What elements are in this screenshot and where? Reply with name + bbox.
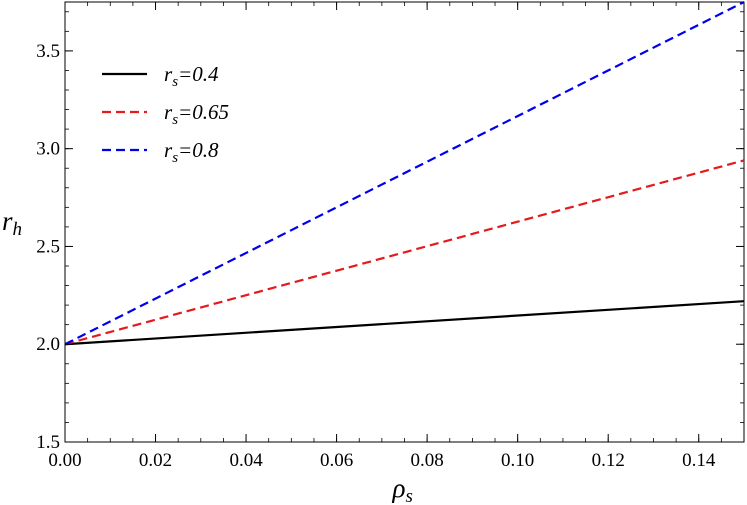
legend-label-sub: s — [172, 74, 178, 90]
legend-label-sub: s — [172, 150, 178, 166]
x-tick-label: 0.02 — [139, 450, 172, 471]
x-tick-label: 0.08 — [411, 450, 444, 471]
legend-label-var: r — [164, 62, 173, 86]
x-axis-label-sub: s — [405, 486, 412, 505]
x-tick-label: 0.12 — [592, 450, 625, 471]
series-layer — [64, 1, 745, 346]
x-tick-label: 0.14 — [682, 450, 716, 471]
y-tick-label: 1.5 — [36, 432, 60, 453]
legend-label-2: rs=0.8 — [164, 138, 219, 166]
series-line-0 — [64, 300, 745, 346]
legend-label-var: r — [164, 138, 173, 162]
y-tick-label: 2.5 — [36, 236, 60, 257]
legend-label-var: r — [164, 100, 173, 124]
x-tick-label: 0.04 — [229, 450, 263, 471]
y-axis-label: rh — [2, 206, 22, 240]
y-tick-label: 3.0 — [36, 139, 60, 160]
x-tick-label: 0.10 — [501, 450, 534, 471]
legend-label-sub: s — [172, 112, 178, 128]
x-axis-label-base: ρ — [392, 473, 406, 503]
y-axis-label-base: r — [2, 206, 13, 236]
legend-label-0: rs=0.4 — [164, 62, 219, 90]
y-tick-label: 2.0 — [36, 334, 60, 355]
legend-label-value: =0.65 — [178, 100, 229, 124]
legend-label-value: =0.8 — [178, 138, 219, 162]
x-tick-label: 0.00 — [48, 450, 81, 471]
series-line-1 — [64, 159, 745, 346]
y-tick-label: 3.5 — [36, 41, 60, 62]
ticks: 0.00 0.02 0.04 0.06 0.08 0.10 0.12 0.14 1.5 2.0 2.… — [36, 2, 745, 471]
x-axis-label: ρs — [392, 473, 413, 505]
legend-label-1: rs=0.65 — [164, 100, 229, 128]
y-axis-label-sub: h — [13, 219, 23, 240]
legend-label-value: =0.4 — [178, 62, 219, 86]
series-line-2 — [64, 1, 745, 346]
x-tick-label: 0.06 — [320, 450, 353, 471]
